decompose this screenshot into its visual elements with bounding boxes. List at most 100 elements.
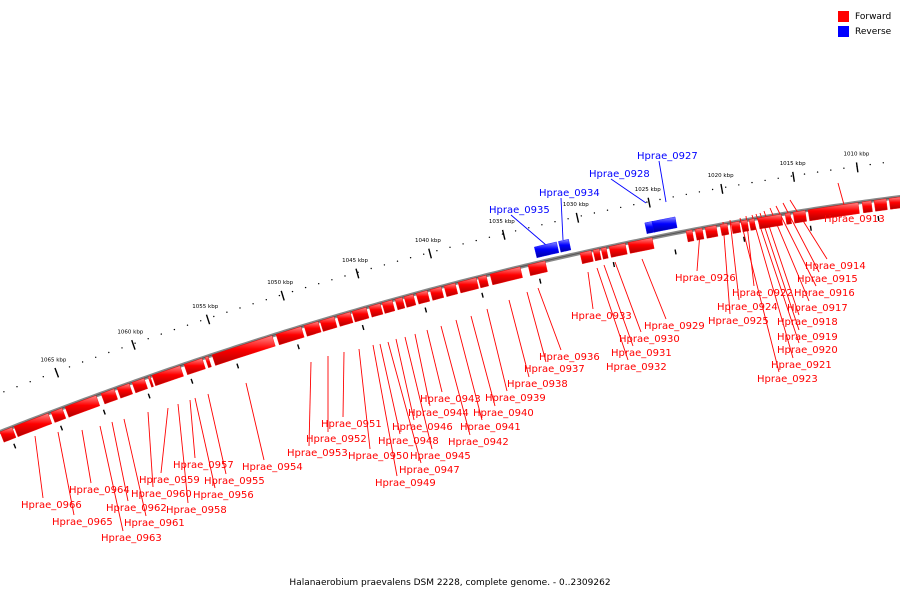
ruler-dot	[685, 193, 687, 196]
gene-label-hprae-0935: Hprae_0935	[489, 205, 550, 216]
ruler-dot	[449, 246, 451, 248]
gene-label-line	[189, 399, 196, 459]
gene-block	[592, 248, 602, 262]
gene-block	[489, 266, 523, 286]
gene-label-hprae-0939: Hprae_0939	[485, 393, 546, 404]
gene-label-line	[395, 338, 415, 421]
legend-reverse: Reverse	[838, 24, 891, 39]
gene-label-line	[751, 214, 794, 359]
gene-label-hprae-0964: Hprae_0964	[69, 485, 130, 496]
gene-label-hprae-0934: Hprae_0934	[539, 188, 600, 199]
gene-block	[403, 294, 417, 308]
gene-block	[368, 303, 384, 318]
gene-label-hprae-0936: Hprae_0936	[539, 352, 600, 363]
gene-block	[303, 321, 322, 337]
gene-block	[381, 299, 396, 314]
ruler-dot	[777, 177, 779, 179]
ruler-dot	[409, 257, 412, 259]
gene-label-line	[245, 382, 265, 461]
minor-tick	[297, 344, 300, 350]
gene-label-hprae-0962: Hprae_0962	[106, 503, 167, 514]
tick-mark	[131, 339, 136, 350]
gene-label-line	[596, 267, 629, 361]
label-line-layer	[34, 160, 847, 532]
ruler-dot	[186, 324, 189, 326]
gene-label-line	[455, 319, 483, 421]
gene-label-hprae-0948: Hprae_0948	[378, 436, 439, 447]
gene-block	[64, 395, 101, 418]
ruler-dot	[725, 186, 727, 188]
gene-label-line	[123, 418, 147, 517]
gene-block	[685, 229, 695, 243]
gene-block	[116, 383, 133, 399]
ruler-dot	[738, 184, 740, 186]
tick-label: 1025 kbp	[635, 187, 661, 193]
gene-label-line	[194, 397, 216, 489]
tick-layer: 1010 kbp 1015 kbp 1020 kbp 1025 kbp 1030 kbp…	[3, 152, 884, 449]
gene-block	[319, 316, 338, 332]
gene-block	[861, 200, 873, 214]
gene-label-hprae-0959: Hprae_0959	[139, 475, 200, 486]
gene-label-hprae-0923: Hprae_0923	[757, 374, 818, 385]
genome-caption: Halanaerobium praevalens DSM 2228, compl…	[289, 578, 611, 588]
gene-block	[429, 286, 445, 301]
ruler-dot	[606, 209, 609, 211]
minor-tick	[877, 215, 880, 222]
gene-block	[183, 358, 206, 376]
gene-label-hprae-0925: Hprae_0925	[708, 316, 769, 327]
gene-label-hprae-0931: Hprae_0931	[611, 348, 672, 359]
tick-mark	[855, 162, 859, 173]
ruler-dot	[580, 215, 582, 217]
gene-label-hprae-0928: Hprae_0928	[589, 169, 650, 180]
ruler-dot	[633, 204, 635, 206]
gene-label-line	[99, 425, 124, 532]
gene-block	[608, 243, 628, 258]
gene-label-hprae-0926: Hprae_0926	[675, 273, 736, 284]
tick-label: 1035 kbp	[489, 219, 515, 225]
gene-label-hprae-0942: Hprae_0942	[448, 437, 509, 448]
ruler-dot	[554, 221, 556, 223]
gene-label-hprae-0958: Hprae_0958	[166, 505, 227, 516]
gene-label-hprae-0917: Hprae_0917	[787, 303, 848, 314]
minor-tick	[612, 261, 616, 268]
minor-tick	[13, 443, 17, 449]
gene-label-line	[610, 178, 647, 204]
gene-label-hprae-0955: Hprae_0955	[204, 476, 265, 487]
gene-label-hprae-0943: Hprae_0943	[420, 394, 481, 405]
minor-tick	[538, 278, 542, 284]
ruler-dot	[751, 181, 753, 184]
gene-label-hprae-0960: Hprae_0960	[131, 489, 192, 500]
gene-label-line	[81, 429, 92, 484]
gene-label-line	[614, 261, 642, 333]
minor-tick	[424, 307, 428, 313]
gene-label-line	[160, 407, 169, 474]
gene-block	[211, 335, 276, 366]
gene-label-hprae-0915: Hprae_0915	[797, 274, 858, 285]
gene-block	[579, 250, 594, 265]
gene-label-hprae-0919: Hprae_0919	[777, 332, 838, 343]
minor-tick	[481, 292, 484, 298]
tick-mark	[205, 314, 211, 325]
ruler-dot	[173, 328, 176, 331]
gene-block	[415, 290, 431, 305]
gene-label-line	[387, 341, 422, 464]
tick-label: 1020 kbp	[708, 173, 734, 179]
gene-label-hprae-0920: Hprae_0920	[777, 345, 838, 356]
ruler-dot	[436, 250, 438, 252]
reverse-swatch	[838, 26, 849, 37]
tick-mark	[647, 197, 651, 208]
tick-label: 1045 kbp	[342, 258, 368, 264]
minor-tick	[147, 393, 151, 399]
gene-block	[740, 219, 750, 233]
tick-label: 1010 kbp	[844, 152, 870, 158]
minor-tick	[60, 425, 64, 431]
gene-label-line	[111, 421, 129, 502]
gene-label-line	[470, 315, 496, 407]
ruler-dot	[711, 188, 714, 191]
gene-label-line	[342, 351, 345, 418]
ruler-dot	[239, 307, 241, 309]
legend-forward: Forward	[838, 9, 891, 24]
ruler-dot	[121, 347, 123, 349]
gene-label-hprae-0913: Hprae_0913	[824, 214, 885, 225]
gene-block	[13, 413, 53, 438]
